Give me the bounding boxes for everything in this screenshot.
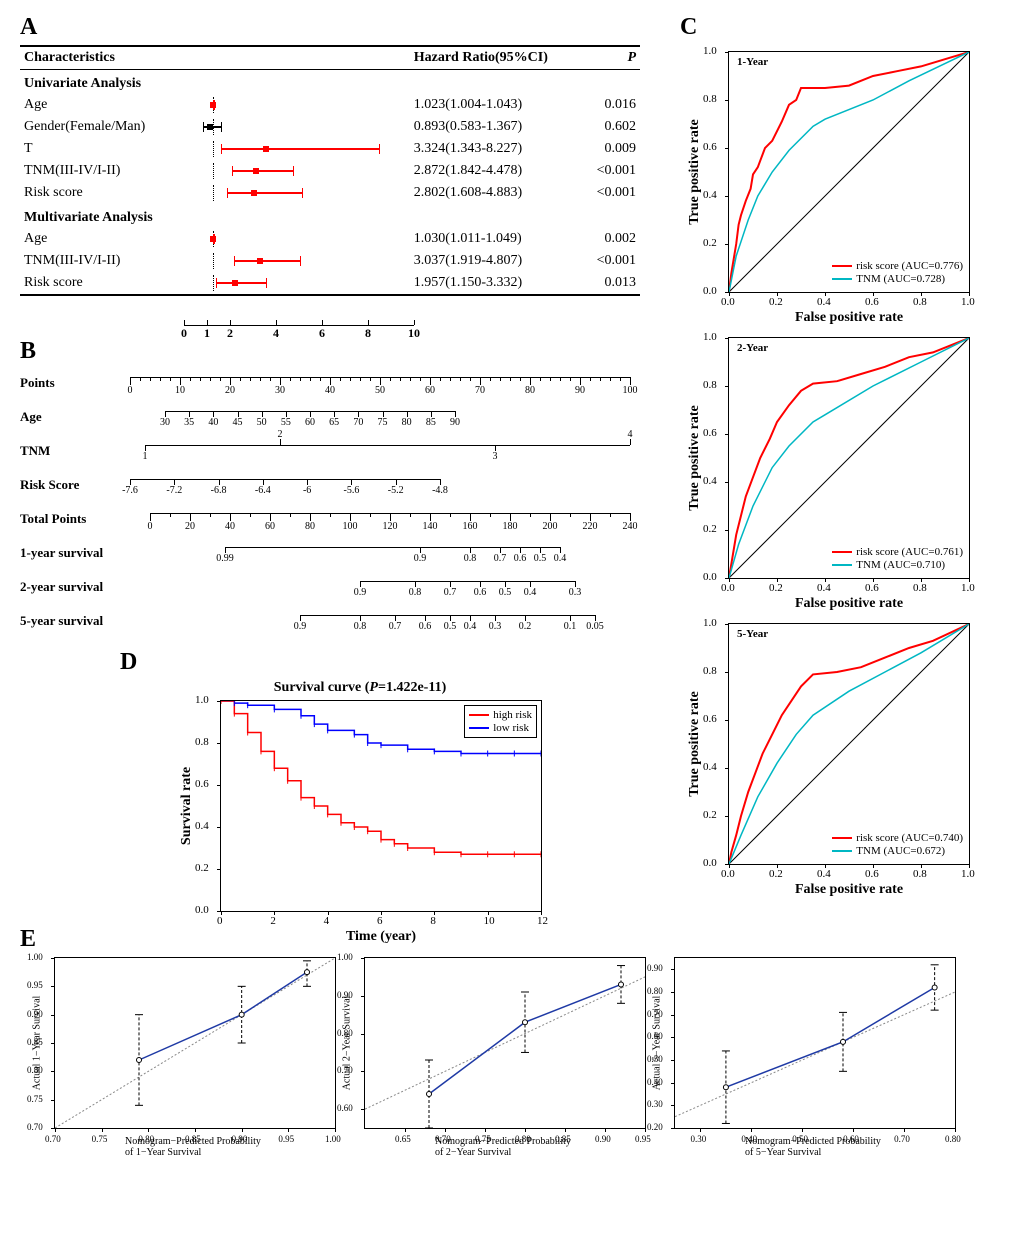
nomo-label: 2-year survival — [20, 573, 130, 595]
survival-ylabel: Survival rate — [179, 767, 195, 845]
forest-hr: 1.957(1.150-3.332) — [410, 272, 573, 295]
nomo-label: 1-year survival — [20, 539, 130, 561]
roc-legend: risk score (AUC=0.761)TNM (AUC=0.710) — [832, 545, 963, 572]
roc-chart-2: 2-Year0.00.00.20.20.40.40.60.60.80.81.01… — [728, 337, 970, 579]
forest-char: Risk score — [20, 272, 186, 295]
roc-xlabel: False positive rate — [795, 882, 903, 898]
roc-xlabel: False positive rate — [795, 310, 903, 326]
panel-a-label: A — [20, 14, 670, 41]
panel-c-label: C — [680, 14, 1010, 41]
panel-e-label: E — [20, 926, 1010, 953]
forest-p: 0.009 — [573, 138, 640, 160]
calibration-chart-1: 0.700.750.800.850.900.951.000.700.750.80… — [54, 957, 336, 1129]
panel-d-title: Survival curve (P=1.422e-11) — [180, 680, 540, 696]
panel-b-nomogram: Points0102030405060708090100Age303540455… — [20, 369, 660, 641]
forest-char: TNM(III-IV/I-II) — [20, 160, 186, 182]
roc-chart-3: 5-Year0.00.00.20.20.40.40.60.60.80.81.01… — [728, 623, 970, 865]
survival-xlabel: Time (year) — [346, 929, 416, 945]
roc-ylabel: True positive rate — [687, 405, 703, 511]
forest-hr: 3.324(1.343-8.227) — [410, 138, 573, 160]
forest-char: T — [20, 138, 186, 160]
calib-xlabel: Nomogram−Predicted Probability of 2−Year… — [435, 1136, 575, 1158]
forest-char: Gender(Female/Man) — [20, 116, 186, 138]
forest-char: Age — [20, 228, 186, 250]
forest-char: Risk score — [20, 182, 186, 204]
forest-char: TNM(III-IV/I-II) — [20, 250, 186, 272]
panel-d-survival-chart: 0246810120.00.20.40.60.81.0high risklow … — [220, 700, 542, 912]
roc-ylabel: True positive rate — [687, 119, 703, 225]
forest-hr: 0.893(0.583-1.367) — [410, 116, 573, 138]
forest-p: 0.013 — [573, 272, 640, 295]
forest-hr: 2.872(1.842-4.478) — [410, 160, 573, 182]
roc-chart-1: 1-Year0.00.00.20.20.40.40.60.60.80.81.01… — [728, 51, 970, 293]
forest-char: Age — [20, 94, 186, 116]
calib-ylabel: Actual 2−Year Survival — [342, 996, 353, 1091]
forest-p: <0.001 — [573, 160, 640, 182]
forest-hr: 1.023(1.004-1.043) — [410, 94, 573, 116]
roc-legend: risk score (AUC=0.740)TNM (AUC=0.672) — [832, 831, 963, 858]
panel-d-label: D — [120, 649, 670, 676]
survival-legend: high risklow risk — [464, 705, 537, 738]
panel-c-roc-charts: 1-Year0.00.00.20.20.40.40.60.60.80.81.01… — [670, 45, 1010, 909]
calib-xlabel: Nomogram−Predicted Probability of 5−Year… — [745, 1136, 885, 1158]
calib-xlabel: Nomogram−Predicted Probability of 1−Year… — [125, 1136, 265, 1158]
panel-b-label: B — [20, 338, 670, 365]
forest-p: <0.001 — [573, 250, 640, 272]
nomo-label: TNM — [20, 437, 130, 459]
forest-p: <0.001 — [573, 182, 640, 204]
calib-ylabel: Actual 1−Year Survival — [32, 996, 43, 1091]
forest-hr: 3.037(1.919-4.807) — [410, 250, 573, 272]
nomo-label: 5-year survival — [20, 607, 130, 629]
forest-hr: 2.802(1.608-4.883) — [410, 182, 573, 204]
nomo-label: Risk Score — [20, 471, 130, 493]
roc-ylabel: True positive rate — [687, 691, 703, 797]
panel-e-calibration-charts: 0.700.750.800.850.900.951.000.700.750.80… — [40, 957, 1010, 1129]
forest-p: 0.002 — [573, 228, 640, 250]
nomo-label: Age — [20, 403, 130, 425]
roc-xlabel: False positive rate — [795, 596, 903, 612]
panel-a-forest: CharacteristicsHazard Ratio(95%CI)PUniva… — [10, 45, 670, 326]
calibration-chart-3: 0.300.400.500.600.700.800.200.300.400.50… — [674, 957, 956, 1129]
calibration-chart-2: 0.650.700.750.800.850.900.950.600.700.80… — [364, 957, 646, 1129]
forest-p: 0.016 — [573, 94, 640, 116]
roc-legend: risk score (AUC=0.776)TNM (AUC=0.728) — [832, 259, 963, 286]
calib-ylabel: Actual 5−Year Survival — [652, 996, 663, 1091]
nomo-label: Points — [20, 369, 130, 391]
forest-hr: 1.030(1.011-1.049) — [410, 228, 573, 250]
nomo-label: Total Points — [20, 505, 130, 527]
forest-p: 0.602 — [573, 116, 640, 138]
